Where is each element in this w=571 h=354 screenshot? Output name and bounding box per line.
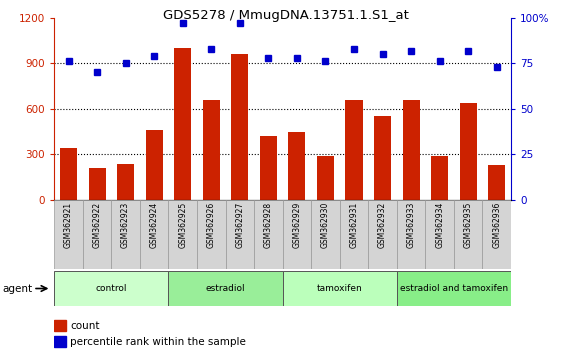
- Bar: [174, 48, 191, 200]
- Bar: [146, 130, 163, 200]
- Bar: [460, 103, 477, 200]
- Text: percentile rank within the sample: percentile rank within the sample: [70, 337, 246, 347]
- Text: control: control: [95, 284, 127, 293]
- Bar: [283, 271, 397, 306]
- Text: estradiol: estradiol: [206, 284, 246, 293]
- Bar: [368, 200, 397, 269]
- Text: GSM362923: GSM362923: [121, 202, 130, 248]
- Bar: [317, 156, 334, 200]
- Text: tamoxifen: tamoxifen: [317, 284, 363, 293]
- Text: GSM362936: GSM362936: [492, 202, 501, 249]
- Bar: [54, 320, 66, 331]
- Text: GSM362930: GSM362930: [321, 202, 330, 249]
- Bar: [111, 200, 140, 269]
- Text: agent: agent: [3, 284, 33, 293]
- Bar: [60, 148, 77, 200]
- Bar: [168, 200, 197, 269]
- Bar: [374, 116, 391, 200]
- Text: GSM362932: GSM362932: [378, 202, 387, 248]
- Bar: [140, 200, 168, 269]
- Text: GSM362926: GSM362926: [207, 202, 216, 248]
- Bar: [431, 156, 448, 200]
- Text: GSM362935: GSM362935: [464, 202, 473, 249]
- Bar: [260, 136, 277, 200]
- Bar: [197, 200, 226, 269]
- Bar: [454, 200, 482, 269]
- Bar: [488, 165, 505, 200]
- Bar: [311, 200, 340, 269]
- Bar: [226, 200, 254, 269]
- Bar: [345, 100, 363, 200]
- Bar: [403, 100, 420, 200]
- Bar: [117, 164, 134, 200]
- Bar: [397, 200, 425, 269]
- Bar: [231, 54, 248, 200]
- Text: count: count: [70, 321, 100, 331]
- Text: GSM362931: GSM362931: [349, 202, 359, 248]
- Bar: [203, 100, 220, 200]
- Bar: [254, 200, 283, 269]
- Text: GSM362921: GSM362921: [64, 202, 73, 248]
- Bar: [54, 336, 66, 347]
- Text: estradiol and tamoxifen: estradiol and tamoxifen: [400, 284, 508, 293]
- Bar: [482, 200, 511, 269]
- Bar: [425, 200, 454, 269]
- Text: GSM362924: GSM362924: [150, 202, 159, 248]
- Text: GSM362933: GSM362933: [407, 202, 416, 249]
- Text: GDS5278 / MmugDNA.13751.1.S1_at: GDS5278 / MmugDNA.13751.1.S1_at: [163, 9, 408, 22]
- Text: GSM362927: GSM362927: [235, 202, 244, 248]
- Text: GSM362929: GSM362929: [292, 202, 301, 248]
- Bar: [54, 271, 168, 306]
- Bar: [288, 132, 305, 200]
- Bar: [397, 271, 511, 306]
- Bar: [340, 200, 368, 269]
- Bar: [168, 271, 283, 306]
- Bar: [83, 200, 111, 269]
- Bar: [89, 168, 106, 200]
- Text: GSM362928: GSM362928: [264, 202, 273, 248]
- Bar: [283, 200, 311, 269]
- Text: GSM362922: GSM362922: [93, 202, 102, 248]
- Bar: [54, 200, 83, 269]
- Text: GSM362925: GSM362925: [178, 202, 187, 248]
- Text: GSM362934: GSM362934: [435, 202, 444, 249]
